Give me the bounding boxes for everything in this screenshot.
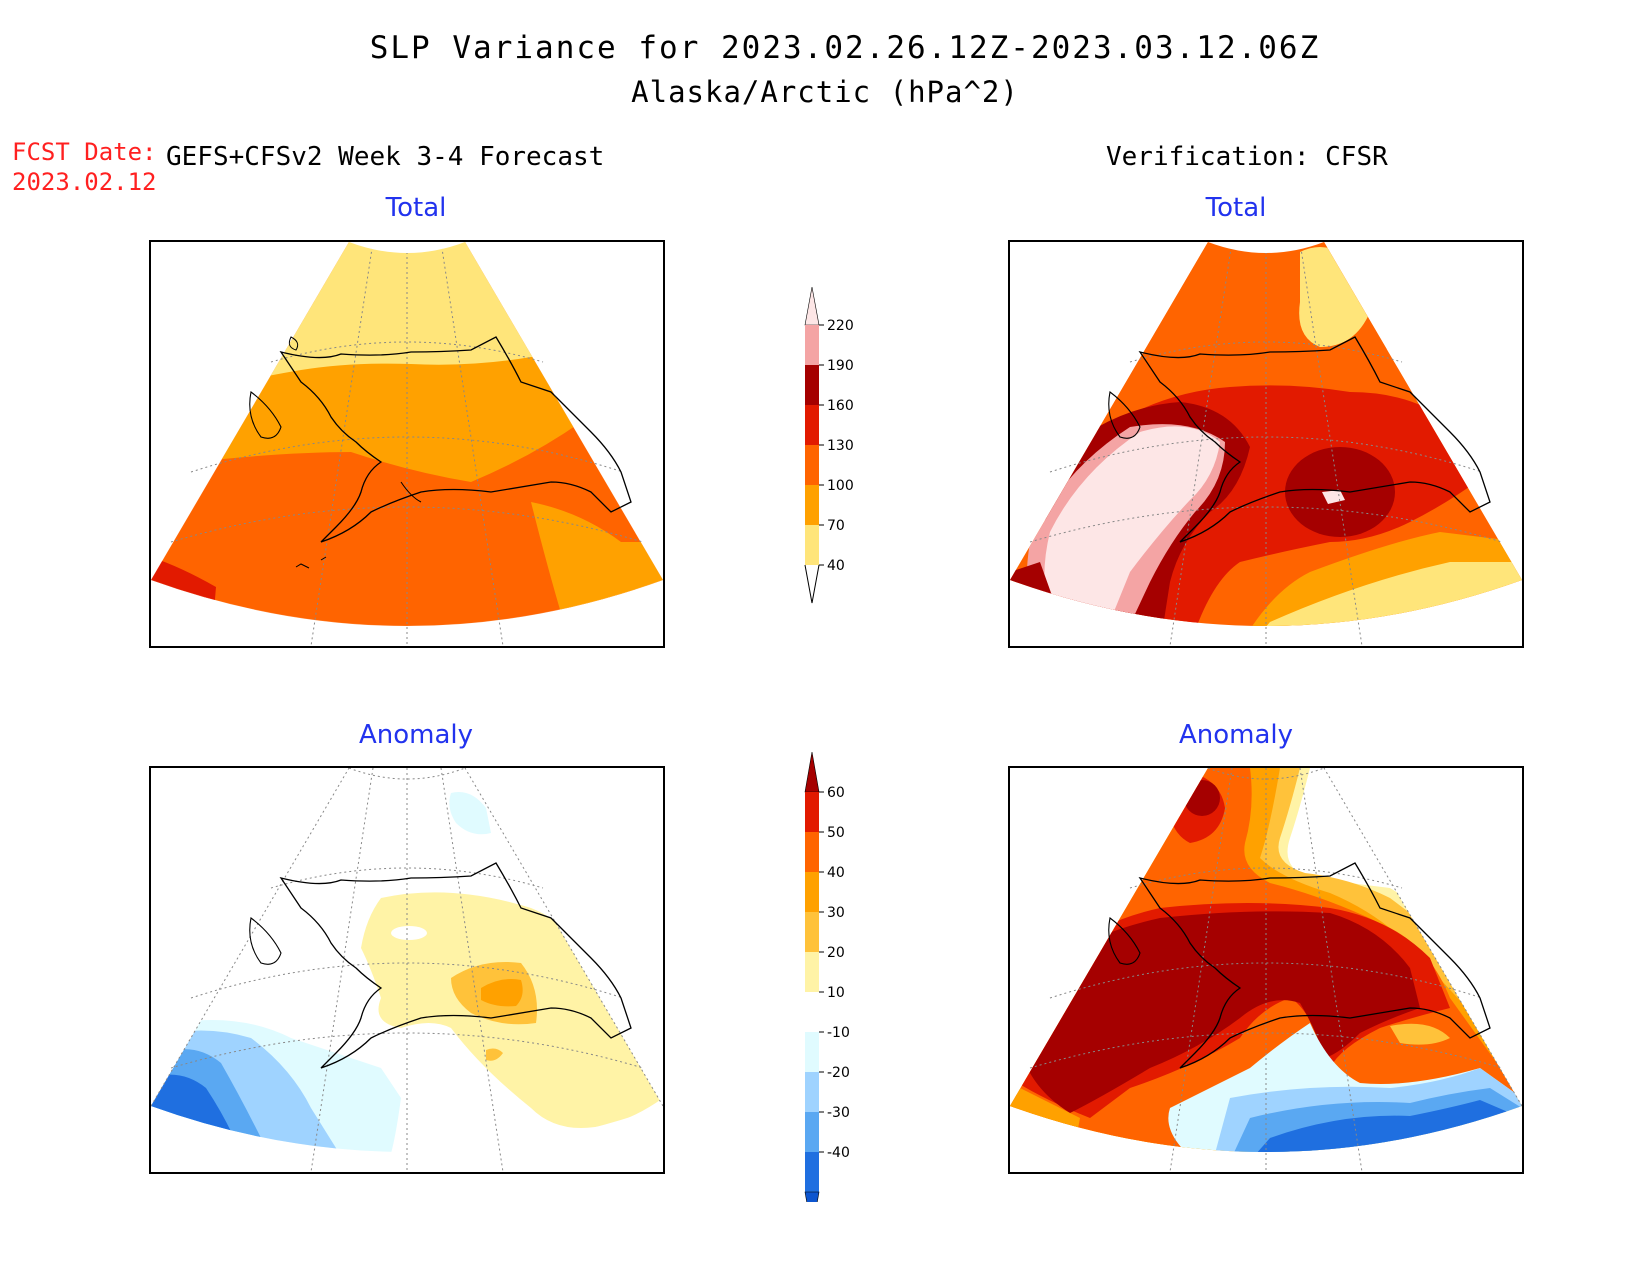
colorbar-swatch xyxy=(805,1072,819,1112)
colorbar-tick-label: 60 xyxy=(827,785,845,801)
verification-label: Verification: CFSR xyxy=(1106,142,1388,172)
colorbar-under-triangle xyxy=(804,564,820,604)
colorbar-tick-label: 30 xyxy=(827,905,845,921)
contour-fill-over-220 xyxy=(1044,426,1220,626)
colorbar-swatch xyxy=(805,405,819,445)
main-subtitle: Alaska/Arctic (hPa^2) xyxy=(631,75,1019,109)
main-title: SLP Variance for 2023.02.26.12Z-2023.03.… xyxy=(369,30,1321,66)
graticule xyxy=(170,242,644,646)
forecast-date-label: FCST Date: xyxy=(12,138,157,166)
colorbar-swatch xyxy=(805,445,819,485)
map-forecast-total xyxy=(149,240,665,648)
map-verification-total xyxy=(1008,240,1524,648)
colorbar-tick-label: 50 xyxy=(827,825,845,841)
map-forecast-anomaly xyxy=(149,766,665,1174)
colorbar-tick-label: -40 xyxy=(827,1145,850,1161)
colorbar-under-triangle xyxy=(804,1191,820,1233)
colorbar-total: 220 190 160 130 100 70 40 xyxy=(795,285,885,624)
colorbar-tick-label: 40 xyxy=(827,558,845,574)
colorbar-tick-label: 20 xyxy=(827,945,845,961)
alaska-coastline xyxy=(1138,862,1491,1069)
map-verification-anomaly xyxy=(1008,766,1524,1174)
colorbar-tick-label: -10 xyxy=(827,1025,850,1041)
colorbar-swatch xyxy=(805,1112,819,1152)
colorbar-swatch xyxy=(805,1032,819,1072)
panel-title-verification-anomaly: Anomaly xyxy=(1178,720,1294,750)
colorbar-tick-label: 40 xyxy=(827,865,845,881)
colorbar-tick-label: 10 xyxy=(827,985,845,1001)
colorbar-tick-label: 220 xyxy=(827,318,854,334)
colorbar-swatch xyxy=(805,485,819,525)
colorbar-swatch xyxy=(805,365,819,405)
colorbar-swatch xyxy=(805,525,819,565)
colorbar-tick-label: 190 xyxy=(827,358,854,374)
forecast-date-value: 2023.02.12 xyxy=(12,168,157,196)
colorbar-swatch xyxy=(805,1152,819,1192)
contour-fill-over-60 xyxy=(1020,911,1420,1113)
colorbar-swatch xyxy=(805,832,819,872)
colorbar-swatch xyxy=(805,952,819,992)
panel-title-verification-total: Total xyxy=(1205,193,1267,223)
contour-fill-under-neg40 xyxy=(1240,1100,1522,1152)
alaska-coastline xyxy=(279,862,632,1069)
alaska-coastline xyxy=(1138,336,1491,543)
colorbar-tick-label: -30 xyxy=(827,1105,850,1121)
forecast-model-label: GEFS+CFSv2 Week 3-4 Forecast xyxy=(166,142,605,172)
colorbar-anomaly: 60 50 40 30 20 10 -10 -20 -30 -40 xyxy=(795,751,885,1233)
colorbar-swatch xyxy=(805,792,819,832)
colorbar-tick-label: 70 xyxy=(827,518,845,534)
colorbar-tick-label: 100 xyxy=(827,478,854,494)
colorbar-tick-label: 130 xyxy=(827,438,854,454)
colorbar-swatch xyxy=(805,992,819,1032)
colorbar-swatch xyxy=(805,325,819,365)
colorbar-tick-label: 160 xyxy=(827,398,854,414)
colorbar-swatch xyxy=(805,872,819,912)
colorbar-over-triangle xyxy=(804,286,820,326)
alaska-coastline xyxy=(279,336,632,543)
colorbar-over-triangle xyxy=(804,751,820,793)
colorbar-swatch xyxy=(805,912,819,952)
panel-title-forecast-total: Total xyxy=(385,193,447,223)
colorbar-tick-label: -20 xyxy=(827,1065,850,1081)
panel-title-forecast-anomaly: Anomaly xyxy=(358,720,474,750)
